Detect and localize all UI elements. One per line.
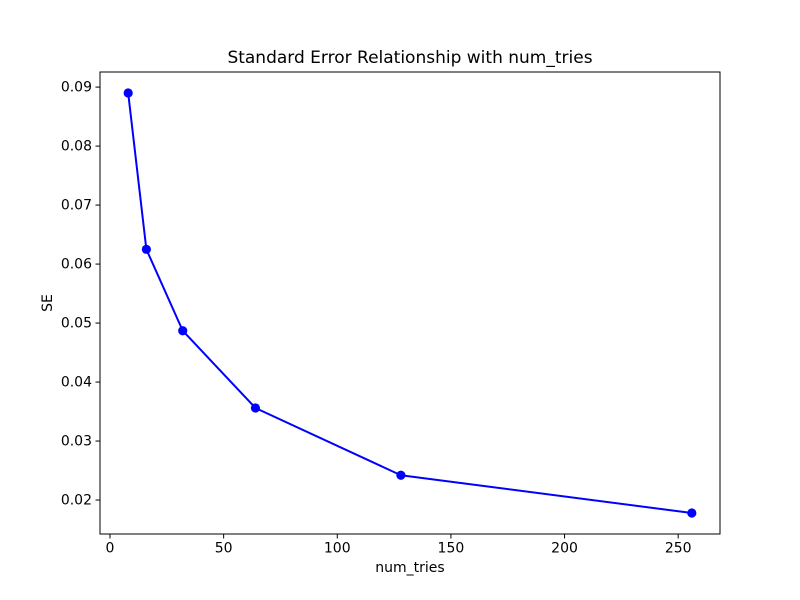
- se-line-series: [127, 92, 692, 514]
- se-data-points: [123, 88, 697, 518]
- x-tick-label: 100: [324, 541, 351, 557]
- y-tick-label: 0.05: [61, 316, 92, 332]
- x-tick-label: 250: [665, 541, 692, 557]
- y-tick-label: 0.09: [61, 80, 92, 96]
- x-tick-label: 200: [551, 541, 578, 557]
- x-axis-label: num_tries: [375, 560, 444, 576]
- data-point-marker: [250, 403, 261, 413]
- chart-title: Standard Error Relationship with num_tri…: [227, 48, 592, 68]
- y-tick-label: 0.08: [61, 139, 92, 155]
- x-axis-ticks: 0 50 100 150 200 250: [106, 534, 692, 557]
- x-tick-label: 50: [215, 541, 233, 557]
- data-point-marker: [141, 244, 151, 254]
- data-point-marker: [396, 470, 406, 480]
- y-tick-label: 0.06: [61, 257, 92, 273]
- x-tick-label: 0: [106, 541, 115, 557]
- data-point-marker: [178, 326, 188, 336]
- y-axis-ticks: 0.02 0.03 0.04 0.05 0.06 0.07 0.08 0.09: [61, 80, 100, 509]
- y-tick-label: 0.04: [61, 375, 92, 391]
- y-tick-label: 0.03: [61, 434, 92, 450]
- y-axis-label: SE: [40, 294, 56, 312]
- y-tick-label: 0.02: [61, 493, 92, 509]
- plot-area-box: [99, 71, 721, 535]
- data-point-marker: [123, 88, 133, 98]
- y-tick-label: 0.07: [61, 198, 92, 214]
- data-point-marker: [687, 508, 697, 518]
- x-tick-label: 150: [438, 541, 465, 557]
